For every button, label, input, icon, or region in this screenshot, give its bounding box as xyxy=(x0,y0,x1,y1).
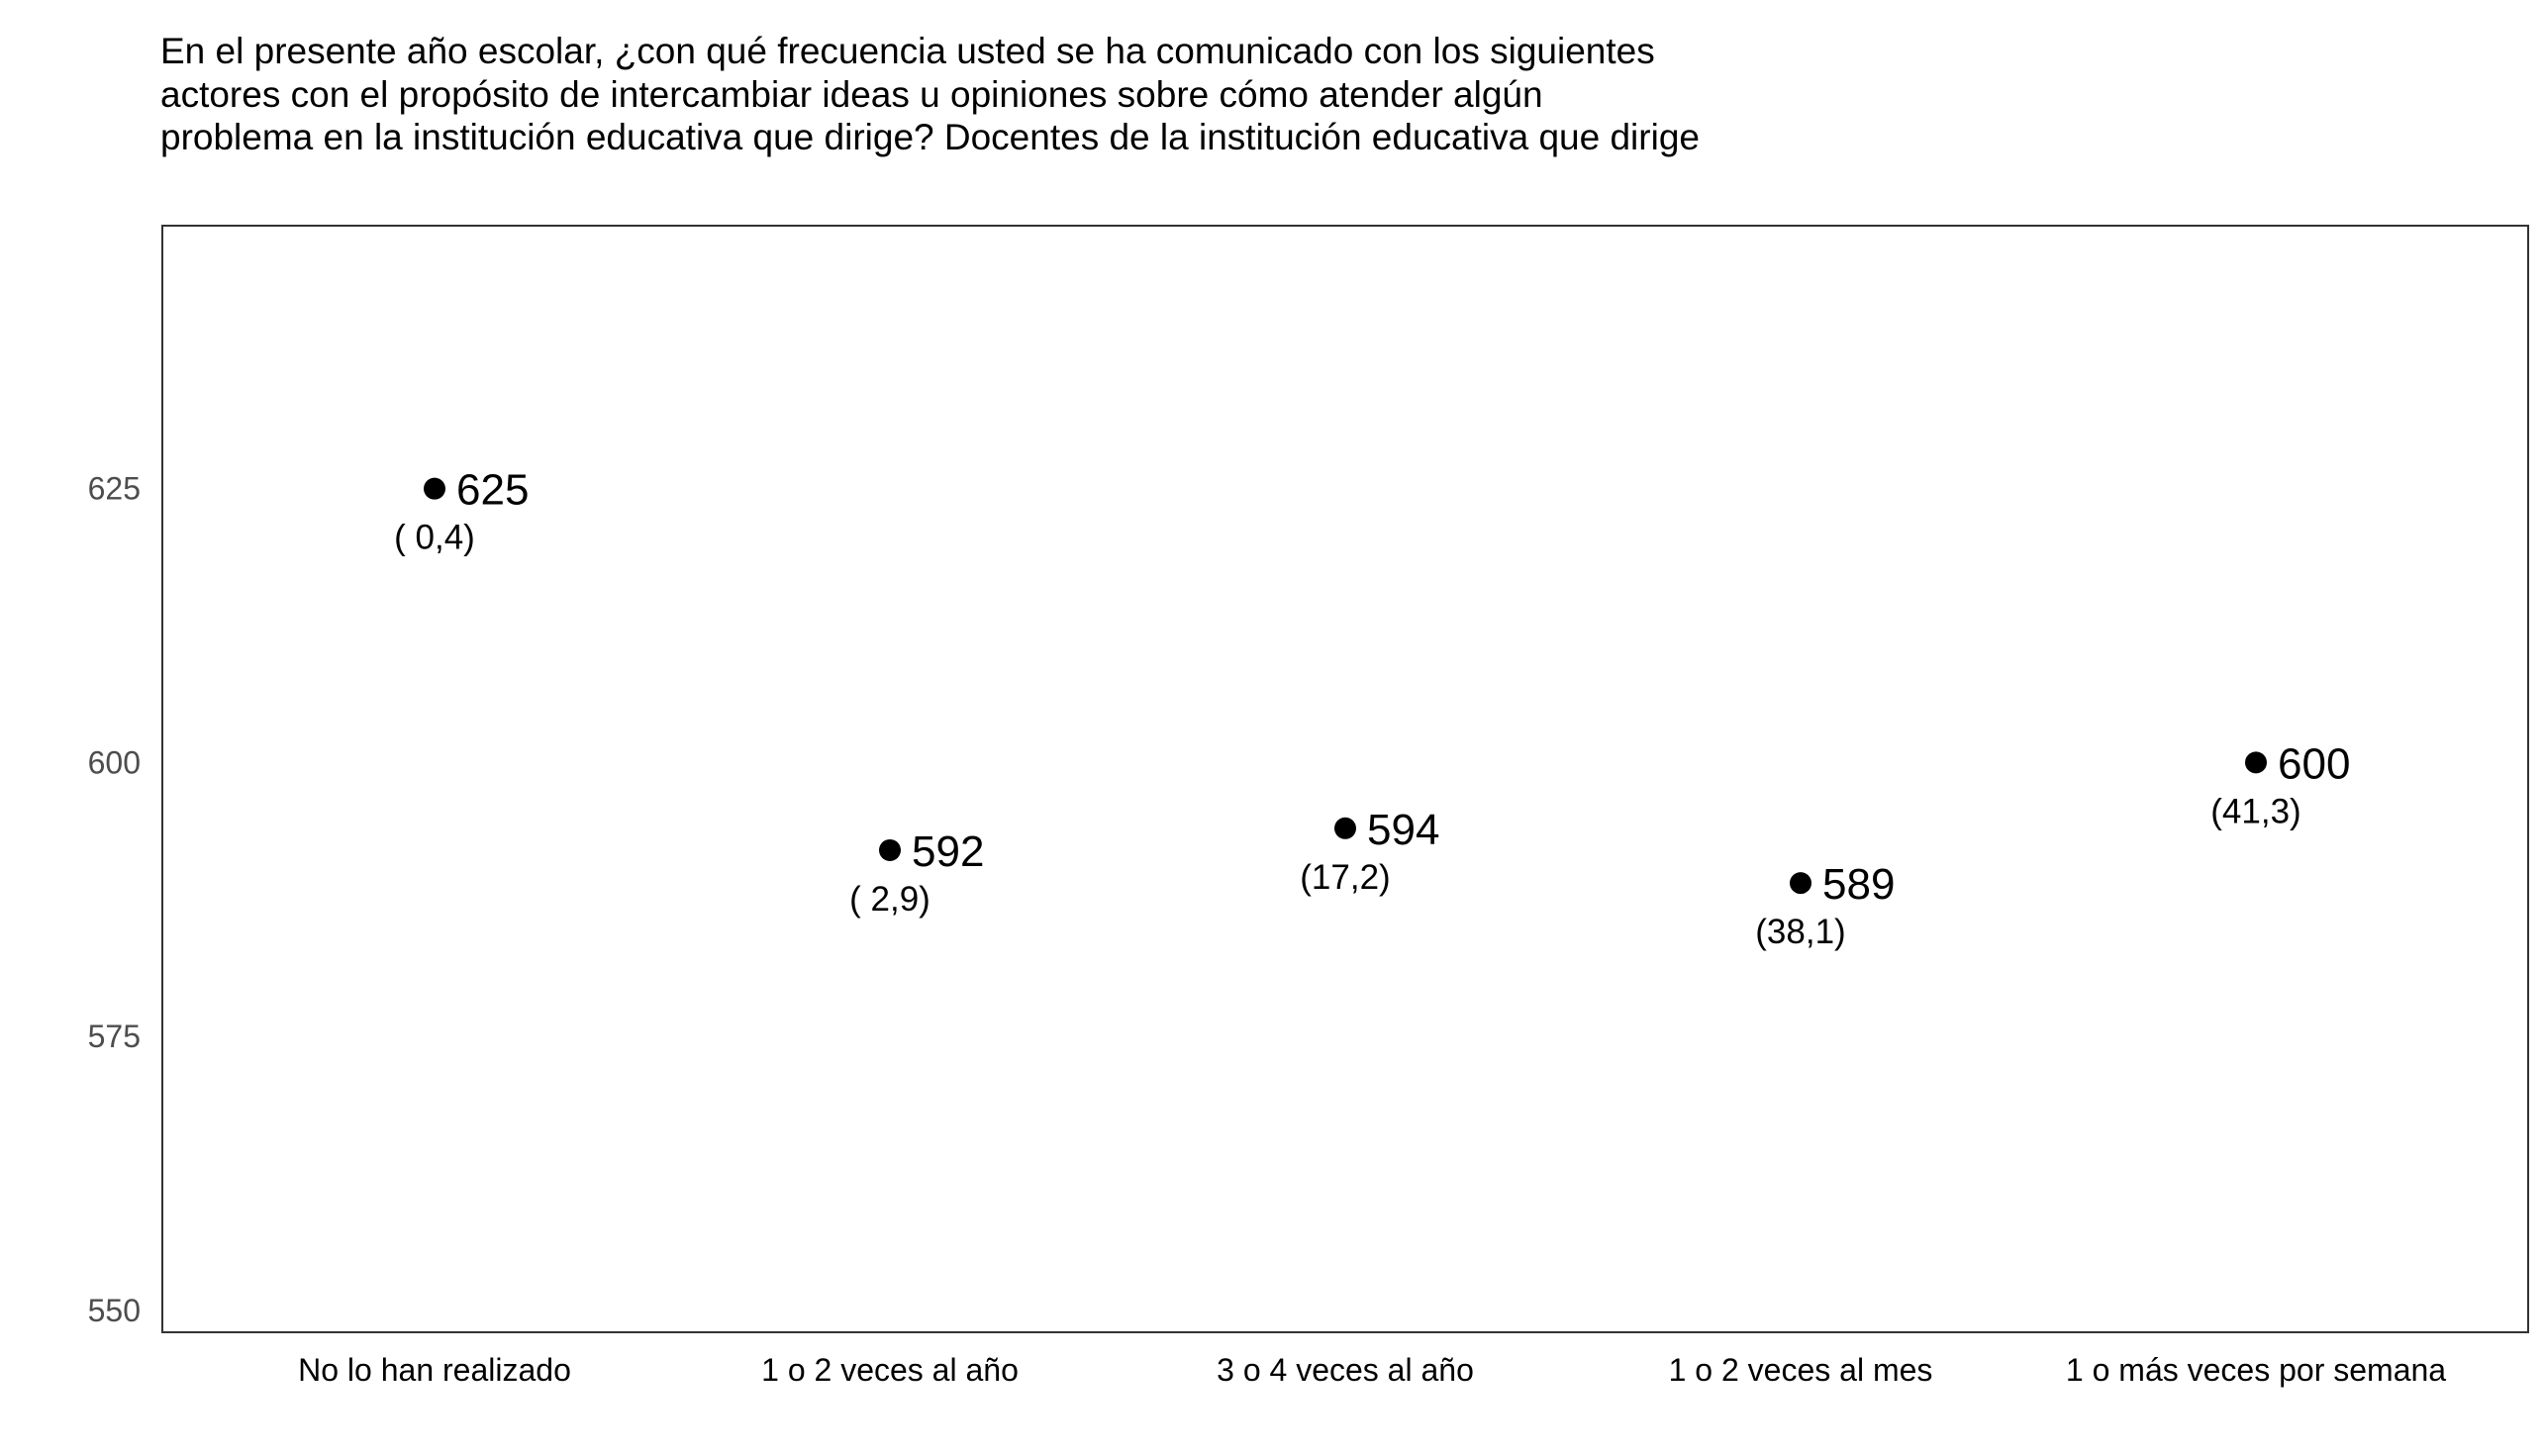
data-point xyxy=(1334,817,1356,839)
x-tick-label: No lo han realizado xyxy=(298,1352,571,1388)
data-value-label: 592 xyxy=(912,827,984,876)
data-point xyxy=(424,477,445,500)
data-value-label: 600 xyxy=(2278,739,2350,788)
plot-panel-border xyxy=(161,225,2529,1333)
x-tick-label: 1 o 2 veces al año xyxy=(761,1352,1019,1388)
data-value-label: 594 xyxy=(1367,806,1439,854)
data-point xyxy=(1790,872,1811,895)
data-percent-label: (38,1) xyxy=(1755,913,1845,951)
data-percent-label: (41,3) xyxy=(2210,792,2300,830)
data-point xyxy=(879,838,901,861)
data-percent-label: ( 0,4) xyxy=(394,519,475,557)
data-point xyxy=(2245,751,2267,774)
y-tick-label: 625 xyxy=(88,471,141,507)
data-value-label: 625 xyxy=(456,466,529,515)
y-axis: 550 575 600 625 xyxy=(88,471,141,1328)
data-percent-label: ( 2,9) xyxy=(849,880,930,919)
x-axis: No lo han realizado 1 o 2 veces al año 3 o… xyxy=(298,1352,2446,1388)
x-tick-label: 3 o 4 veces al año xyxy=(1217,1352,1474,1388)
y-tick-label: 575 xyxy=(88,1019,141,1054)
x-tick-label: 1 o más veces por semana xyxy=(2066,1352,2446,1388)
data-points: 625 ( 0,4) 592 ( 2,9) 594 (17,2) 589 (38,1) 600 (… xyxy=(394,466,2350,951)
y-tick-label: 550 xyxy=(88,1293,141,1328)
data-value-label: 589 xyxy=(1822,860,1895,909)
y-tick-label: 600 xyxy=(88,744,141,780)
x-tick-label: 1 o 2 veces al mes xyxy=(1669,1352,1933,1388)
chart-title: En el presente año escolar, ¿con qué fre… xyxy=(160,31,1700,157)
data-percent-label: (17,2) xyxy=(1300,858,1390,897)
